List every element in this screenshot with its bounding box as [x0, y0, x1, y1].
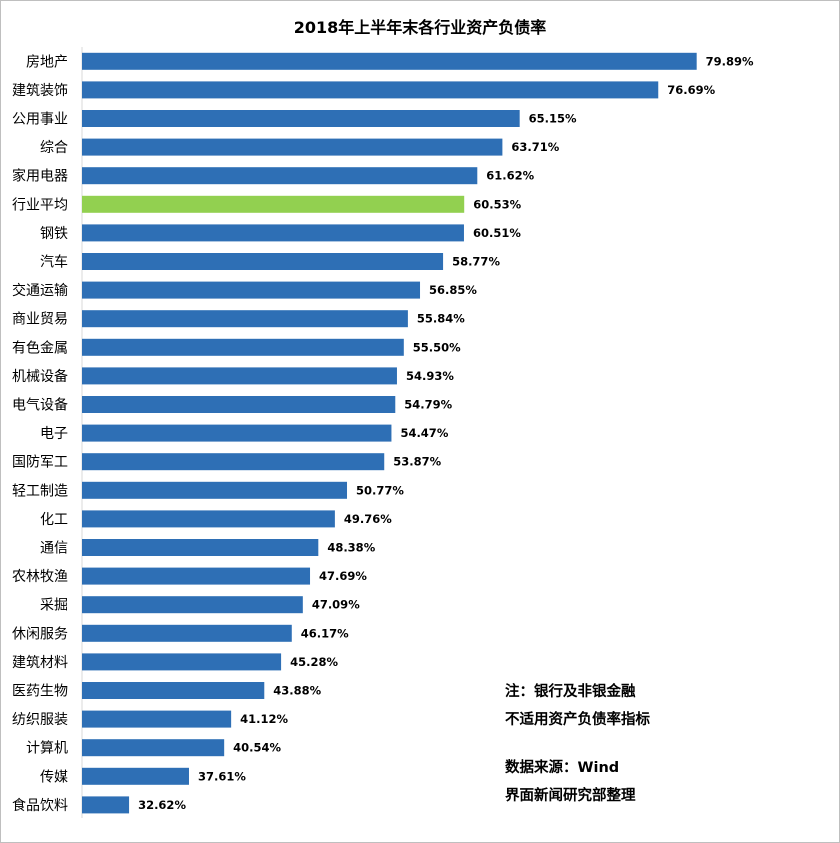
- category-label: 农林牧渔: [12, 569, 68, 585]
- bar: [82, 653, 282, 671]
- bar: [82, 710, 232, 728]
- value-label: 47.69%: [319, 569, 367, 583]
- credit-line: 界面新闻研究部整理: [505, 788, 636, 804]
- value-label: 37.61%: [198, 769, 246, 783]
- value-label: 65.15%: [529, 112, 577, 126]
- bar: [82, 110, 520, 127]
- bar: [82, 253, 444, 270]
- value-label: 48.38%: [327, 541, 375, 555]
- bar: [82, 624, 292, 642]
- category-label: 综合: [40, 140, 68, 156]
- note-line-1: 注：银行及非银金融: [505, 684, 636, 700]
- category-label: 商业贸易: [12, 312, 68, 328]
- value-label: 43.88%: [273, 684, 321, 698]
- bar: [82, 195, 465, 213]
- value-label: 79.89%: [706, 54, 754, 68]
- category-label: 家用电器: [12, 168, 68, 185]
- bar: [82, 453, 385, 471]
- value-label: 54.79%: [404, 398, 452, 412]
- category-label: 通信: [40, 541, 68, 557]
- bar: [82, 767, 189, 785]
- value-label: 60.53%: [473, 197, 521, 211]
- value-label: 60.51%: [473, 226, 521, 240]
- category-label: 建筑材料: [12, 655, 68, 671]
- category-label: 钢铁: [40, 226, 68, 242]
- category-label: 计算机: [26, 741, 68, 757]
- category-label: 国防军工: [12, 455, 68, 471]
- value-label: 55.50%: [413, 340, 461, 354]
- bar: [82, 596, 303, 614]
- bar: [82, 338, 404, 356]
- bar: [82, 682, 265, 699]
- bar: [82, 539, 319, 556]
- category-label: 轻工制造: [12, 483, 68, 499]
- value-label: 54.93%: [406, 369, 454, 383]
- value-label: 58.77%: [452, 255, 500, 269]
- bar: [82, 567, 311, 585]
- category-label: 公用事业: [12, 112, 68, 128]
- category-label: 汽车: [40, 254, 68, 271]
- source-line: 数据来源：Wind: [505, 760, 620, 776]
- value-label: 47.09%: [312, 598, 360, 612]
- category-label: 有色金属: [12, 339, 68, 356]
- note-line-2: 不适用资产负债率指标: [505, 712, 650, 728]
- value-label: 50.77%: [356, 483, 404, 497]
- bar: [82, 52, 697, 70]
- bars-layer: 房地产 79.89% 建筑装饰 76.69% 公用事业 65.15% 综合 63.71% 家用电…: [12, 52, 754, 814]
- bar: [82, 138, 503, 156]
- bar: [82, 481, 348, 499]
- category-label: 采掘: [40, 598, 68, 614]
- category-label: 传媒: [40, 769, 68, 785]
- category-label: 医药生物: [12, 684, 68, 700]
- category-label: 房地产: [26, 54, 68, 70]
- bar: [82, 796, 130, 814]
- category-label: 行业平均: [12, 197, 68, 213]
- category-label: 食品饮料: [12, 797, 68, 814]
- category-label: 交通运输: [12, 282, 68, 299]
- category-label: 机械设备: [12, 368, 68, 385]
- value-label: 45.28%: [290, 655, 338, 669]
- value-label: 63.71%: [511, 140, 559, 154]
- category-label: 电子: [40, 426, 68, 442]
- bar: [82, 424, 392, 442]
- value-label: 46.17%: [301, 626, 349, 640]
- bar: [82, 167, 478, 185]
- bar: [82, 81, 659, 99]
- value-label: 55.84%: [417, 312, 465, 326]
- value-label: 41.12%: [240, 712, 288, 726]
- bar: [82, 396, 396, 413]
- category-label: 建筑装饰: [12, 83, 68, 99]
- category-label: 纺织服装: [12, 712, 68, 728]
- value-label: 54.47%: [400, 426, 448, 440]
- category-label: 电气设备: [12, 397, 68, 414]
- value-label: 61.62%: [486, 169, 534, 183]
- chart-title: 2018年上半年末各行业资产负债率: [293, 18, 547, 37]
- value-label: 40.54%: [233, 741, 281, 755]
- bar: [82, 739, 225, 757]
- value-label: 76.69%: [667, 83, 715, 97]
- value-label: 56.85%: [429, 283, 477, 297]
- bar: [82, 510, 335, 528]
- value-label: 49.76%: [344, 512, 392, 526]
- note-block: 注：银行及非银金融 不适用资产负债率指标 数据来源：Wind 界面新闻研究部整理: [505, 678, 805, 810]
- bar: [82, 281, 421, 299]
- bar: [82, 310, 408, 328]
- bar: [82, 224, 464, 242]
- category-label: 休闲服务: [12, 626, 68, 642]
- category-label: 化工: [40, 512, 68, 528]
- value-label: 53.87%: [393, 455, 441, 469]
- note-gap: [505, 734, 805, 754]
- value-label: 32.62%: [138, 798, 186, 812]
- bar: [82, 367, 397, 385]
